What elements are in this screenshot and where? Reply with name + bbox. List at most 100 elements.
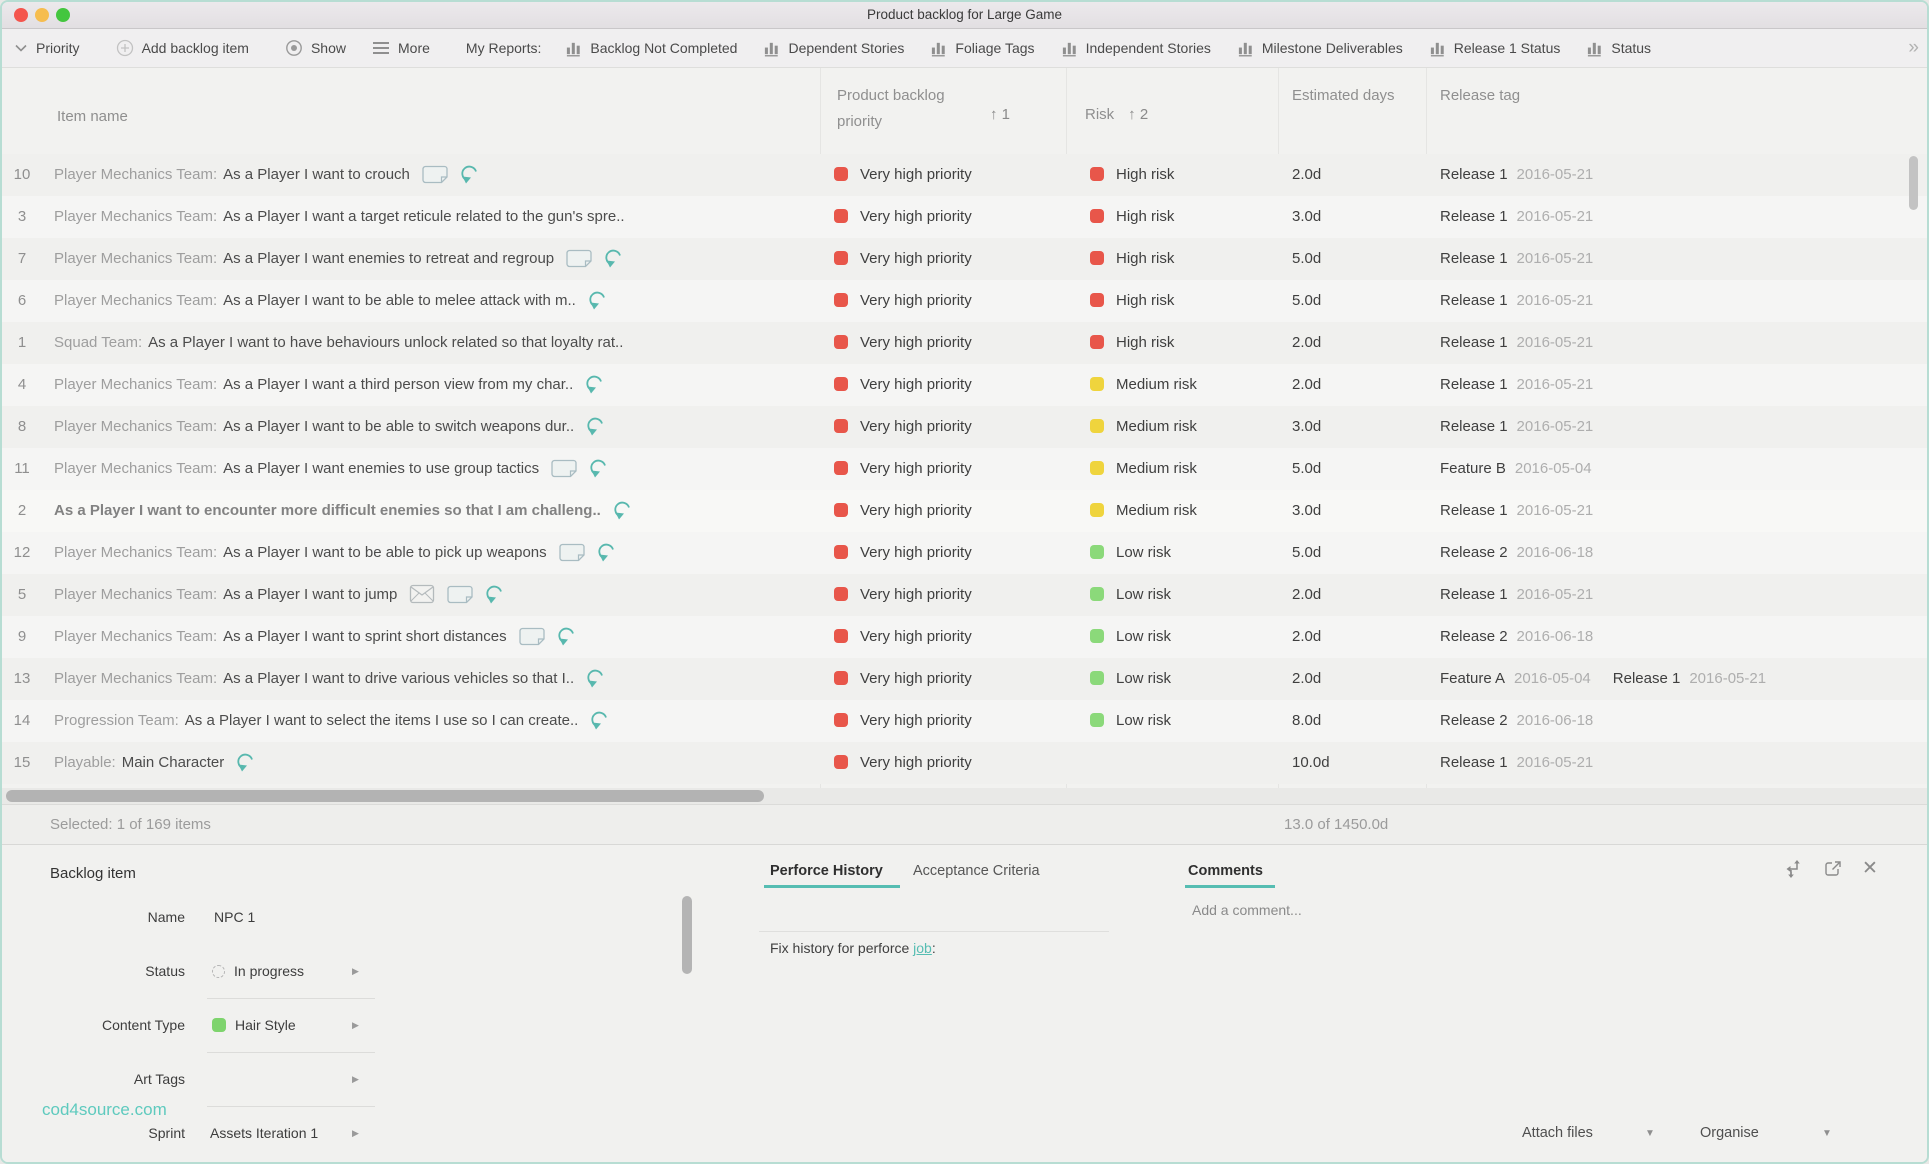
row-days: 2.0d bbox=[1292, 334, 1322, 351]
attach-files-dropdown-arrow[interactable]: ▼ bbox=[1645, 1128, 1655, 1139]
report-backlog-not-completed[interactable]: Backlog Not Completed bbox=[565, 40, 737, 57]
row-days: 3.0d bbox=[1292, 502, 1322, 519]
row-days: 3.0d bbox=[1292, 418, 1322, 435]
more-button[interactable]: More bbox=[372, 40, 430, 56]
report-milestone-deliverables[interactable]: Milestone Deliverables bbox=[1237, 40, 1403, 57]
table-row[interactable]: 8 Player Mechanics Team: As a Player I wa… bbox=[2, 406, 1927, 448]
row-days: 2.0d bbox=[1292, 628, 1322, 645]
report-foliage-tags[interactable]: Foliage Tags bbox=[930, 40, 1035, 57]
table-row[interactable]: 12 Player Mechanics Team: As a Player I w… bbox=[2, 532, 1927, 574]
report-status[interactable]: Status bbox=[1586, 40, 1651, 57]
close-window-button[interactable] bbox=[14, 8, 28, 22]
release-name: Release 1 bbox=[1440, 754, 1508, 771]
minimize-window-button[interactable] bbox=[35, 8, 49, 22]
sprint-field-value[interactable]: Assets Iteration 1 bbox=[210, 1125, 319, 1141]
row-risk: Low risk bbox=[1090, 574, 1171, 616]
art-tags-chevron-right-icon[interactable]: ▶ bbox=[352, 1074, 359, 1084]
commit-arrow-icon bbox=[485, 582, 505, 606]
priority-swatch bbox=[834, 335, 848, 350]
bar-chart-icon bbox=[1061, 40, 1078, 57]
watermark: cod4source.com bbox=[42, 1100, 167, 1119]
vertical-scrollbar-thumb[interactable] bbox=[1909, 156, 1918, 210]
row-release: Release 1 2016-05-21 bbox=[1440, 490, 1593, 532]
add-comment-input[interactable]: Add a comment... bbox=[1192, 902, 1302, 918]
organise-dropdown-arrow[interactable]: ▼ bbox=[1822, 1128, 1832, 1139]
status-field-value[interactable]: In progress bbox=[212, 963, 304, 979]
release-date: 2016-05-21 bbox=[1516, 334, 1594, 351]
name-field-value[interactable]: NPC 1 bbox=[214, 909, 256, 925]
content-type-field-value[interactable]: Hair Style bbox=[212, 1017, 296, 1033]
priority-label: Very high priority bbox=[860, 628, 972, 645]
table-row[interactable]: 3 Player Mechanics Team: As a Player I wa… bbox=[2, 196, 1927, 238]
table-row[interactable]: 6 Player Mechanics Team: As a Player I wa… bbox=[2, 280, 1927, 322]
table-row[interactable]: 7 Player Mechanics Team: As a Player I wa… bbox=[2, 238, 1927, 280]
table-row[interactable]: 11 Player Mechanics Team: As a Player I w… bbox=[2, 448, 1927, 490]
tab-perforce-history[interactable]: Perforce History bbox=[770, 863, 883, 879]
priority-dropdown[interactable]: Priority bbox=[14, 40, 80, 56]
tab-acceptance-criteria[interactable]: Acceptance Criteria bbox=[913, 863, 1040, 879]
row-release: Release 1 2016-05-21 bbox=[1440, 196, 1593, 238]
column-release-tag[interactable]: Release tag bbox=[1440, 87, 1521, 104]
backlog-table: 10 Player Mechanics Team: As a Player I w… bbox=[2, 154, 1927, 784]
commit-arrow-icon bbox=[236, 750, 256, 774]
table-row[interactable]: 15 Playable: Main Character Very high pri… bbox=[2, 742, 1927, 784]
horizontal-scrollbar-thumb[interactable] bbox=[6, 790, 764, 802]
table-row[interactable]: 9 Player Mechanics Team: As a Player I wa… bbox=[2, 616, 1927, 658]
row-release: Release 1 2016-05-21 bbox=[1440, 280, 1593, 322]
row-text: As a Player I want to be able to melee a… bbox=[223, 292, 576, 309]
risk-swatch bbox=[1090, 503, 1104, 518]
row-priority: Very high priority bbox=[834, 238, 972, 280]
table-row[interactable]: 13 Player Mechanics Team: As a Player I w… bbox=[2, 658, 1927, 700]
attach-files-button[interactable]: Attach files bbox=[1522, 1125, 1593, 1141]
perforce-history-entry: Fix history for perforce job: bbox=[770, 940, 936, 956]
note-icon bbox=[447, 585, 473, 604]
status-chevron-right-icon[interactable]: ▶ bbox=[352, 966, 359, 976]
content-type-chevron-right-icon[interactable]: ▶ bbox=[352, 1020, 359, 1030]
report-independent-stories[interactable]: Independent Stories bbox=[1061, 40, 1211, 57]
report-label: Independent Stories bbox=[1085, 40, 1211, 56]
detail-scrollbar-thumb[interactable] bbox=[682, 896, 692, 974]
commit-arrow-icon bbox=[588, 288, 608, 312]
sprint-chevron-right-icon[interactable]: ▶ bbox=[352, 1128, 359, 1138]
column-estimated-days[interactable]: Estimated days bbox=[1292, 87, 1395, 104]
row-days: 2.0d bbox=[1292, 670, 1322, 687]
risk-label: Low risk bbox=[1116, 712, 1172, 729]
table-row[interactable]: 5 Player Mechanics Team: As a Player I wa… bbox=[2, 574, 1927, 616]
show-button[interactable]: Show bbox=[285, 39, 346, 57]
tab-comments[interactable]: Comments bbox=[1188, 863, 1263, 879]
toolbar-overflow-chevron[interactable]: » bbox=[1908, 37, 1919, 58]
priority-label: Very high priority bbox=[860, 334, 972, 351]
bar-chart-icon bbox=[1429, 40, 1446, 57]
priority-swatch bbox=[834, 713, 848, 728]
risk-label: High risk bbox=[1116, 166, 1175, 183]
zoom-window-button[interactable] bbox=[56, 8, 70, 22]
risk-swatch bbox=[1090, 377, 1104, 392]
add-backlog-item-button[interactable]: Add backlog item bbox=[116, 39, 249, 57]
report-dependent-stories[interactable]: Dependent Stories bbox=[763, 40, 904, 57]
close-panel-icon[interactable]: ✕ bbox=[1862, 858, 1878, 879]
table-row[interactable]: 1 Squad Team: As a Player I want to have … bbox=[2, 322, 1927, 364]
table-row[interactable]: 4 Player Mechanics Team: As a Player I wa… bbox=[2, 364, 1927, 406]
perforce-job-link[interactable]: job bbox=[913, 940, 932, 956]
column-item-name[interactable]: Item name bbox=[57, 108, 128, 125]
release-date: 2016-06-18 bbox=[1516, 712, 1594, 729]
table-row-selected[interactable]: 2 As a Player I want to encounter more d… bbox=[2, 490, 1927, 532]
table-row[interactable]: 14 Progression Team: As a Player I want t… bbox=[2, 700, 1927, 742]
perforce-divider bbox=[759, 931, 1109, 932]
row-risk: High risk bbox=[1090, 154, 1174, 196]
pop-out-icon[interactable] bbox=[1823, 859, 1843, 879]
table-row[interactable]: 10 Player Mechanics Team: As a Player I w… bbox=[2, 154, 1927, 196]
report-release-1-status[interactable]: Release 1 Status bbox=[1429, 40, 1560, 57]
risk-label: Low risk bbox=[1116, 628, 1172, 645]
row-name: Progression Team: As a Player I want to s… bbox=[54, 700, 834, 742]
risk-label: High risk bbox=[1116, 292, 1175, 309]
column-risk[interactable]: Risk ↑ 2 bbox=[1085, 106, 1148, 123]
release-date: 2016-06-18 bbox=[1516, 628, 1594, 645]
row-release: Release 2 2016-06-18 bbox=[1440, 616, 1593, 658]
risk-label: Medium risk bbox=[1116, 376, 1197, 393]
organise-button[interactable]: Organise bbox=[1700, 1125, 1759, 1141]
risk-swatch bbox=[1090, 209, 1104, 224]
dock-swap-icon[interactable] bbox=[1784, 859, 1804, 879]
column-priority[interactable]: Product backlog priority bbox=[837, 87, 945, 130]
row-release: Release 1 2016-05-21 bbox=[1440, 364, 1593, 406]
